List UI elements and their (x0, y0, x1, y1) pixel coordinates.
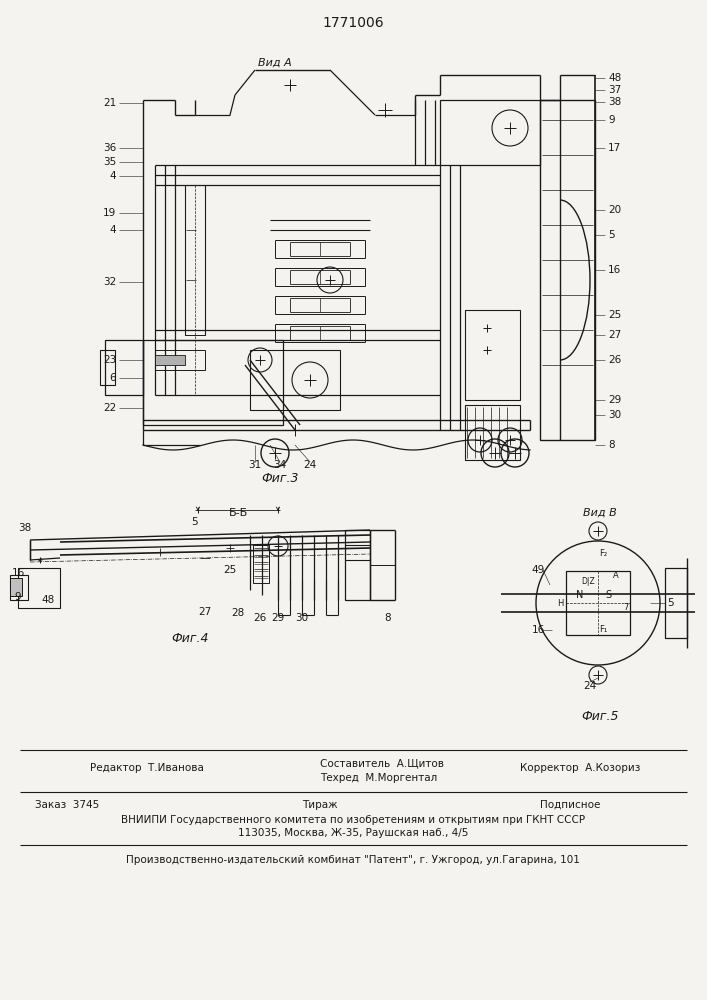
Text: 24: 24 (583, 681, 597, 691)
Text: Фиг.4: Фиг.4 (171, 632, 209, 645)
Text: 38: 38 (608, 97, 621, 107)
Text: Корректор  А.Козориз: Корректор А.Козориз (520, 763, 641, 773)
Text: Б-Б: Б-Б (228, 508, 247, 518)
Text: A: A (613, 570, 619, 580)
Text: 25: 25 (608, 310, 621, 320)
Text: Редактор  Т.Иванова: Редактор Т.Иванова (90, 763, 204, 773)
Text: 36: 36 (103, 143, 116, 153)
Bar (18, 568, 60, 608)
Text: Вид В: Вид В (583, 508, 617, 518)
Text: D|Z: D|Z (581, 576, 595, 585)
Text: 48: 48 (608, 73, 621, 83)
Text: 4: 4 (110, 171, 116, 181)
Text: 16: 16 (608, 265, 621, 275)
Text: 27: 27 (608, 330, 621, 340)
Text: 29: 29 (271, 613, 285, 623)
Text: Вид А: Вид А (258, 58, 292, 68)
Text: 30: 30 (296, 613, 308, 623)
Bar (143, 340, 283, 425)
Text: Фиг.5: Фиг.5 (581, 710, 619, 722)
Bar (465, 405, 520, 460)
Bar (10, 578, 22, 596)
Text: 26: 26 (608, 355, 621, 365)
Bar (10, 575, 28, 600)
Text: 8: 8 (385, 613, 391, 623)
Bar (465, 310, 520, 400)
Text: 49: 49 (532, 565, 544, 575)
Bar (566, 571, 630, 635)
Text: 27: 27 (199, 607, 211, 617)
Text: 21: 21 (103, 98, 116, 108)
Text: Составитель  А.Щитов: Составитель А.Щитов (320, 758, 444, 768)
Text: F₁: F₁ (599, 624, 607, 634)
Text: 5: 5 (608, 230, 614, 240)
Text: 38: 38 (18, 523, 32, 533)
Text: 6: 6 (110, 373, 116, 383)
Text: 8: 8 (608, 440, 614, 450)
Text: 25: 25 (223, 565, 237, 575)
Text: 1771006: 1771006 (322, 16, 384, 30)
Text: 9: 9 (608, 115, 614, 125)
Text: Тираж: Тираж (302, 800, 338, 810)
Text: 9: 9 (15, 592, 21, 602)
Bar (345, 530, 370, 600)
Text: 35: 35 (103, 157, 116, 167)
Text: Производственно-издательский комбинат "Патент", г. Ужгород, ул.Гагарина, 101: Производственно-издательский комбинат "П… (126, 855, 580, 865)
Text: Фиг.3: Фиг.3 (262, 472, 299, 485)
Text: 16: 16 (532, 625, 544, 635)
Bar (250, 350, 340, 410)
Bar (185, 185, 205, 335)
Text: Заказ  3745: Заказ 3745 (35, 800, 99, 810)
Bar (440, 100, 540, 165)
Text: 34: 34 (274, 460, 286, 470)
Text: 20: 20 (608, 205, 621, 215)
Bar (155, 355, 185, 365)
Text: 29: 29 (608, 395, 621, 405)
Text: 4: 4 (110, 225, 116, 235)
Text: 48: 48 (42, 595, 54, 605)
Bar (540, 100, 595, 440)
Text: N: N (576, 590, 584, 600)
Text: 28: 28 (231, 608, 245, 618)
Text: 22: 22 (103, 403, 116, 413)
Text: 7: 7 (624, 603, 629, 612)
Text: 23: 23 (103, 355, 116, 365)
Text: 30: 30 (608, 410, 621, 420)
Text: 31: 31 (248, 460, 262, 470)
Text: 26: 26 (253, 613, 267, 623)
Text: Подписное: Подписное (540, 800, 600, 810)
Text: F₂: F₂ (599, 548, 607, 558)
Text: 16: 16 (11, 568, 25, 578)
Bar (105, 340, 143, 395)
Bar (155, 350, 205, 370)
Bar (253, 545, 269, 583)
Text: H: H (557, 598, 563, 607)
Text: 24: 24 (303, 460, 317, 470)
Text: ВНИИПИ Государственного комитета по изобретениям и открытиям при ГКНТ СССР: ВНИИПИ Государственного комитета по изоб… (121, 815, 585, 825)
Bar (100, 350, 115, 385)
Bar (665, 568, 687, 638)
Text: 19: 19 (103, 208, 116, 218)
Text: 32: 32 (103, 277, 116, 287)
Text: 37: 37 (608, 85, 621, 95)
Text: 113035, Москва, Ж-35, Раушская наб., 4/5: 113035, Москва, Ж-35, Раушская наб., 4/5 (238, 828, 468, 838)
Text: 17: 17 (608, 143, 621, 153)
Text: S: S (605, 590, 611, 600)
Text: 5: 5 (667, 598, 673, 608)
Text: Техред  М.Моргентал: Техред М.Моргентал (320, 773, 437, 783)
Text: 5: 5 (192, 517, 198, 527)
